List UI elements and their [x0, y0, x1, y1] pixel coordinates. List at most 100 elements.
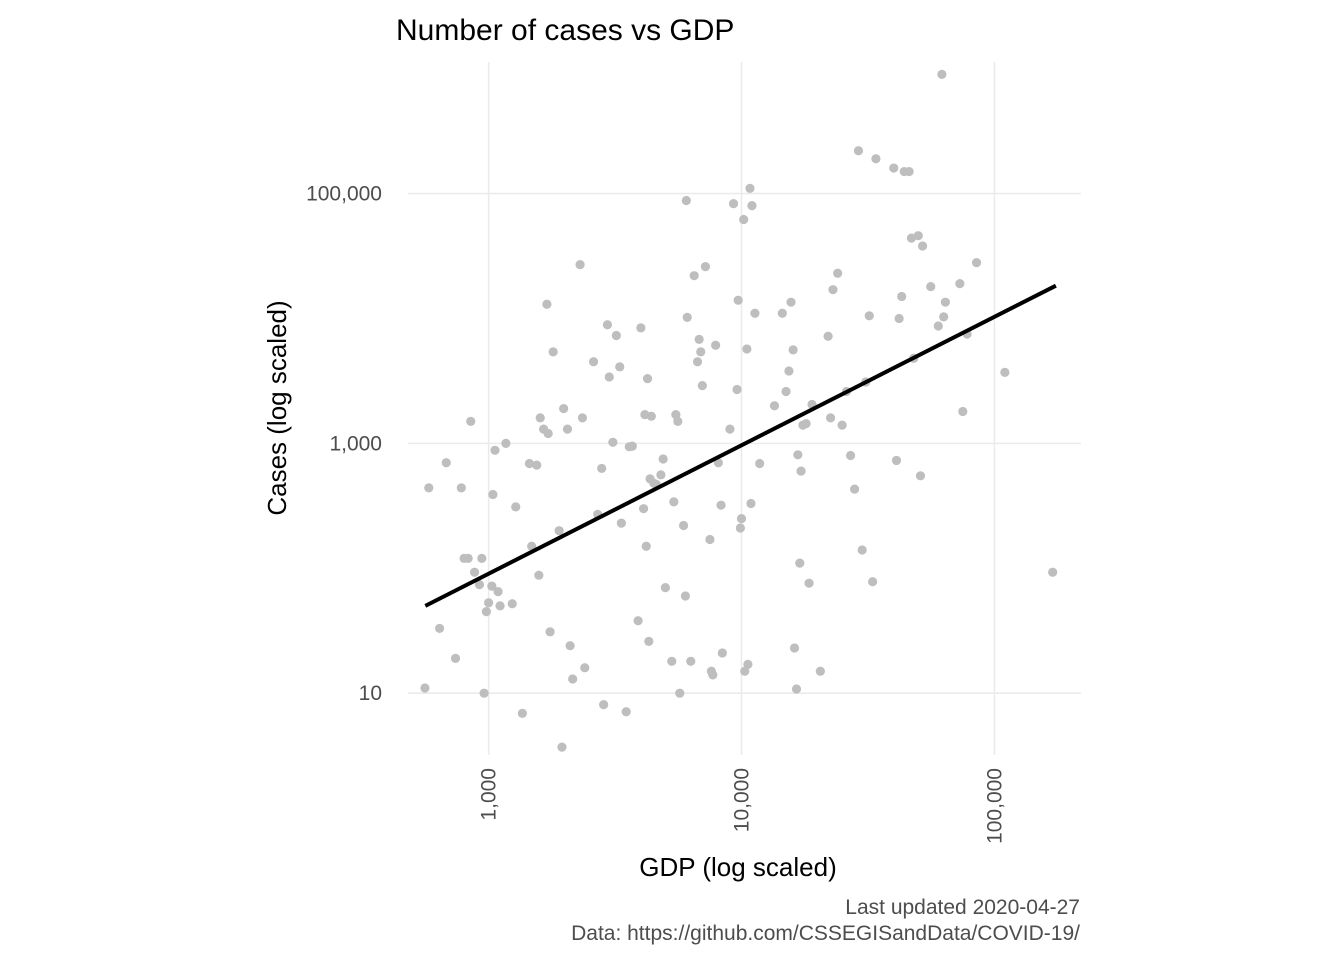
data-point — [755, 458, 765, 469]
data-point — [871, 154, 881, 164]
data-point — [696, 347, 706, 357]
data-point — [535, 413, 545, 423]
data-point — [739, 214, 749, 225]
data-point — [845, 450, 856, 461]
data-point — [627, 441, 637, 451]
data-point — [796, 466, 806, 476]
data-point — [463, 553, 473, 563]
data-point — [488, 489, 498, 500]
data-point — [493, 587, 503, 597]
data-point — [667, 656, 677, 666]
data-point — [681, 195, 691, 206]
x-tick-label: 100,000 — [983, 768, 1006, 844]
data-point — [750, 308, 760, 318]
data-point — [828, 285, 838, 295]
data-point — [615, 362, 625, 372]
data-point — [915, 471, 926, 481]
data-point — [621, 707, 631, 717]
data-point — [658, 454, 668, 464]
data-point — [424, 483, 434, 493]
data-point — [801, 418, 811, 429]
data-point — [857, 545, 867, 555]
data-point — [917, 241, 928, 251]
data-point — [795, 558, 805, 568]
data-point — [716, 500, 726, 510]
grid-layer — [408, 62, 1081, 755]
data-point — [889, 163, 899, 173]
data-point — [1000, 367, 1010, 377]
data-point — [732, 384, 742, 395]
data-point — [616, 518, 626, 528]
data-point — [534, 570, 544, 580]
data-point — [937, 69, 947, 79]
x-axis-title: GDP (log scaled) — [639, 852, 837, 882]
data-point — [825, 413, 836, 423]
data-point — [588, 357, 599, 367]
data-point — [466, 416, 476, 426]
data-point — [548, 347, 558, 357]
data-point — [633, 616, 643, 626]
data-point — [769, 401, 780, 411]
data-point — [420, 683, 430, 693]
data-point — [933, 321, 943, 331]
data-point — [781, 386, 791, 397]
data-point — [689, 271, 699, 281]
data-point — [823, 331, 833, 341]
data-point — [490, 445, 500, 455]
data-point — [682, 312, 692, 322]
data-point — [913, 231, 923, 241]
data-point — [673, 416, 683, 426]
data-point — [711, 340, 721, 350]
caption-source: Data: https://github.com/CSSEGISandData/… — [571, 922, 1080, 945]
y-axis-title: Cases (log scaled) — [262, 300, 292, 515]
data-point — [694, 334, 704, 344]
data-point — [656, 470, 666, 480]
tick-layer: 1,000 10,000 100,000 10 1,000 100,000 — [306, 183, 1006, 844]
data-point — [747, 201, 757, 211]
data-point — [597, 463, 607, 474]
data-point — [495, 601, 505, 611]
data-point — [487, 581, 497, 591]
data-point — [708, 670, 718, 680]
data-point — [479, 688, 489, 698]
data-point — [784, 366, 794, 376]
data-point — [939, 312, 949, 322]
data-point — [680, 591, 691, 601]
data-point — [474, 580, 485, 590]
caption-updated: Last updated 2020-04-27 — [845, 896, 1080, 919]
trend-layer — [424, 283, 1057, 608]
data-point — [481, 606, 491, 617]
data-point — [557, 742, 567, 752]
data-point — [660, 583, 670, 593]
y-tick-label: 1,000 — [329, 432, 382, 455]
data-point — [940, 297, 950, 307]
data-point — [477, 553, 487, 563]
data-point — [742, 344, 752, 354]
data-point — [894, 313, 904, 324]
data-point — [568, 674, 578, 684]
data-point — [789, 643, 800, 653]
data-point — [728, 199, 739, 209]
data-point — [804, 578, 814, 588]
data-point — [577, 413, 588, 423]
data-point — [554, 526, 564, 536]
data-point — [450, 653, 461, 663]
data-point — [636, 323, 646, 333]
chart-title: Number of cases vs GDP — [396, 14, 734, 47]
data-point — [517, 708, 527, 718]
data-point — [733, 295, 743, 305]
data-point — [469, 567, 480, 577]
data-point — [717, 648, 727, 658]
data-point — [837, 420, 847, 430]
data-point — [692, 357, 703, 367]
data-point — [791, 684, 802, 694]
data-point — [511, 502, 521, 512]
data-point — [743, 659, 753, 670]
points-layer — [420, 69, 1058, 752]
data-point — [746, 498, 756, 509]
data-point — [542, 299, 552, 309]
data-point — [641, 541, 651, 551]
data-point — [532, 460, 542, 470]
data-point — [955, 279, 965, 289]
